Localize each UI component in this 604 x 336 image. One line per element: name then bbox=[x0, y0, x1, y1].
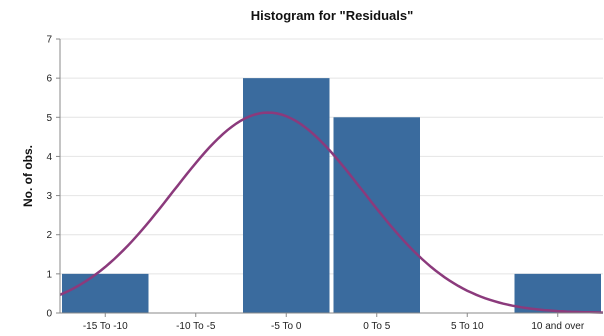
y-tick-labels: 0 1 2 3 4 5 6 7 bbox=[46, 35, 52, 320]
x-tick-label: 10 and over bbox=[531, 321, 584, 332]
x-tick-label: 0 To 5 bbox=[363, 321, 390, 332]
grid-layer bbox=[60, 38, 603, 275]
y-tick-label: 0 bbox=[46, 309, 52, 320]
histogram-bar bbox=[62, 273, 149, 313]
axis-layer bbox=[56, 38, 603, 317]
x-tick-label: -15 To -10 bbox=[83, 321, 128, 332]
y-tick-label: 4 bbox=[46, 152, 52, 163]
curve-layer bbox=[59, 111, 604, 314]
x-tick-label: 5 To 10 bbox=[451, 321, 484, 332]
chart-title: Histogram for "Residuals" bbox=[251, 8, 414, 23]
y-tick-label: 5 bbox=[46, 113, 52, 124]
y-tick-label: 7 bbox=[46, 35, 52, 46]
x-tick-label: -5 To 0 bbox=[271, 321, 302, 332]
y-tick-label: 1 bbox=[46, 269, 52, 280]
y-tick-label: 2 bbox=[46, 230, 52, 241]
x-tick-label: -10 To -5 bbox=[176, 321, 216, 332]
histogram-bar bbox=[333, 117, 420, 314]
y-tick-label: 6 bbox=[46, 74, 52, 85]
x-tick-labels: -15 To -10 -10 To -5 -5 To 0 0 To 5 5 To 10 1… bbox=[83, 321, 585, 332]
y-axis-label: No. of obs. bbox=[21, 145, 35, 207]
histogram-bar bbox=[514, 273, 601, 313]
normal-curve bbox=[59, 111, 604, 314]
y-tick-label: 3 bbox=[46, 191, 52, 202]
